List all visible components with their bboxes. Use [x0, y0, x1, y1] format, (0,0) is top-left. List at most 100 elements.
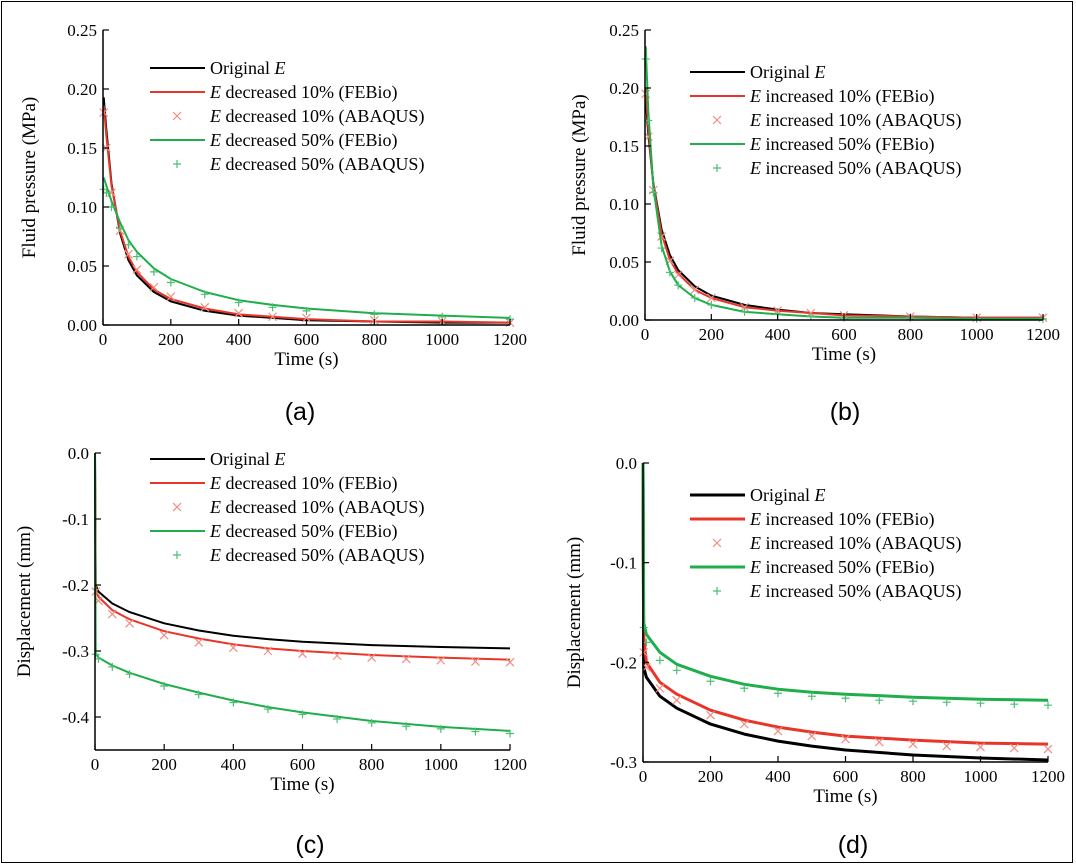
series-point-a-4 [115, 224, 124, 233]
series-point-b-4 [690, 293, 699, 302]
series-point-d-4 [672, 666, 681, 675]
series-point-b-4 [674, 281, 683, 290]
series-point-b-2 [706, 293, 716, 303]
legend-entry: E increased 10% (ABAQUS) [749, 110, 961, 131]
series-point-a-2 [200, 302, 210, 312]
series-point-c-2 [436, 655, 446, 665]
series-point-d-2 [773, 726, 783, 736]
y-tick-label: 0.15 [67, 139, 97, 158]
legend-entry: E decreased 50% (FEBio) [209, 521, 397, 542]
chart-b: 0 200 400 600 800 1000 1200 0.00 0.05 0.10 0.15 0.2… [569, 21, 1060, 426]
series-point-c-2 [367, 653, 377, 663]
legend-entry: E increased 50% (FEBio) [749, 134, 934, 155]
series-line-c-0 [94, 452, 511, 650]
series-point-c-2 [298, 649, 307, 659]
series-point-c-4 [333, 714, 342, 723]
legend-entry: E decreased 10% (ABAQUS) [209, 497, 424, 518]
series-point-b-2 [673, 270, 683, 280]
y-axis-title: Displacement (mm) [14, 526, 35, 677]
series-point-d-4 [1010, 700, 1019, 709]
series-point-d-4 [909, 697, 917, 706]
x-axis-title: Time (s) [813, 786, 877, 807]
series-point-a-4 [234, 298, 243, 307]
series-point-c-4 [229, 698, 238, 707]
legend-entry: Original E [210, 58, 286, 78]
series-point-a-4 [200, 290, 209, 299]
y-axis-title: Displacement (mm) [564, 537, 585, 688]
series-point-c-4 [194, 690, 203, 699]
y-tick-label: -0.3 [610, 753, 637, 772]
series-point-a-2 [149, 282, 159, 292]
legend-entry: E increased 50% (FEBio) [749, 557, 934, 578]
legend-swatch [173, 160, 181, 168]
series-point-c-2 [332, 651, 342, 661]
x-tick-label: 1200 [493, 755, 527, 774]
y-tick-label: 0.00 [67, 316, 97, 335]
x-tick-label: 800 [359, 755, 385, 774]
series-point-d-2 [655, 683, 665, 693]
x-tick-label: 1000 [960, 325, 994, 344]
series-point-d-4 [942, 698, 951, 707]
series-point-d-4 [875, 696, 884, 705]
y-tick-label: 0.0 [68, 444, 89, 463]
series-point-c-2 [470, 657, 480, 666]
y-axis-title: Fluid pressure (MPa) [19, 97, 40, 258]
x-axis-title: Time (s) [270, 774, 334, 795]
legend-entry: E increased 10% (FEBio) [749, 86, 934, 107]
y-tick-label: 0.20 [67, 80, 97, 99]
series-point-a-2 [234, 308, 244, 318]
chart-a: 0 200 400 600 800 1000 1200 0.00 0.05 0.10 0.15 0.2… [19, 21, 527, 426]
series-point-d-4 [774, 689, 782, 698]
x-tick-label: 400 [221, 755, 247, 774]
series-point-c-4 [298, 710, 307, 719]
series-point-d-2 [874, 737, 884, 747]
y-tick-label: -0.4 [62, 708, 89, 727]
series-point-c-4 [160, 681, 169, 690]
x-tick-label: 1200 [1026, 325, 1060, 344]
series-point-a-4 [370, 310, 379, 319]
series-point-a-2 [132, 265, 142, 274]
series-point-c-2 [505, 657, 515, 667]
legend-swatch [172, 502, 182, 512]
x-tick-label: 200 [698, 767, 724, 786]
x-tick-label: 600 [831, 325, 857, 344]
series-point-c-2 [263, 646, 273, 656]
x-tick-label: 400 [226, 330, 252, 349]
series-point-d-2 [739, 719, 749, 729]
series-point-c-2 [159, 630, 169, 640]
series-point-d-4 [976, 699, 985, 708]
series-point-c-4 [402, 722, 411, 731]
legend-entry: Original E [210, 449, 286, 469]
series-point-b-4 [657, 244, 666, 253]
y-tick-label: 0.25 [609, 21, 639, 40]
chart-c: 0 200 400 600 800 1000 1200 0.0 -0.1 -0.2 -0.3 -0.4… [14, 444, 527, 859]
y-tick-label: 0.05 [609, 253, 639, 272]
legend-entry: E decreased 50% (FEBio) [209, 130, 397, 151]
legend-entry: E decreased 10% (FEBio) [209, 82, 397, 103]
x-tick-label: 1200 [493, 330, 527, 349]
series-point-c-4 [263, 705, 272, 714]
series-point-c-4 [108, 662, 117, 671]
series-point-b-4 [740, 307, 749, 316]
series-point-d-2 [1009, 743, 1019, 753]
x-tick-label: 200 [151, 755, 177, 774]
y-tick-label: 0.20 [609, 79, 639, 98]
series-point-a-2 [124, 249, 133, 259]
series-point-b-4 [707, 300, 716, 309]
chart-d: 0 200 400 600 800 1000 1200 0.0 -0.1 -0.2 -0.3 Time… [564, 454, 1065, 859]
series-line-a-1 [102, 105, 511, 324]
series-point-b-4 [806, 312, 815, 321]
x-tick-label: 0 [639, 767, 648, 786]
legend-entry: E decreased 10% (FEBio) [209, 473, 397, 494]
series-point-a-4 [149, 267, 158, 276]
x-tick-label: 800 [362, 330, 388, 349]
series-point-c-4 [94, 654, 103, 663]
legend-swatch [172, 111, 182, 121]
x-tick-label: 0 [99, 330, 108, 349]
x-tick-label: 0 [91, 755, 100, 774]
series-point-d-2 [976, 742, 985, 752]
series-point-d-2 [1043, 744, 1053, 754]
x-tick-label: 600 [290, 755, 316, 774]
y-tick-label: 0.10 [67, 198, 97, 217]
